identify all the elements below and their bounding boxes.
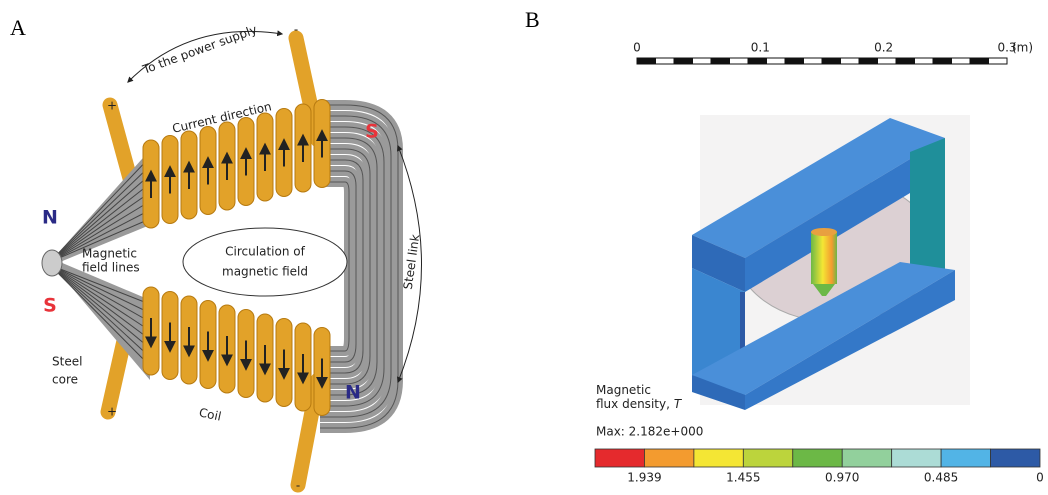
pole-label: N (42, 207, 58, 229)
scale-segment (896, 58, 915, 64)
circulation-label: magnetic field (222, 265, 308, 279)
colorbar-label: 1.455 (726, 471, 760, 485)
scale-tick: 0.2 (874, 41, 893, 55)
terminal-sign: - (296, 479, 300, 493)
scale-segment (952, 58, 971, 64)
colorbar-cell (644, 449, 693, 467)
legend-title: Magnetic (596, 383, 651, 397)
colorbar-cell (941, 449, 990, 467)
scale-tick: 0.1 (751, 41, 770, 55)
scale-segment (859, 58, 878, 64)
pillar-right (910, 138, 945, 285)
scale-segment (637, 58, 656, 64)
pole-label: N (345, 382, 361, 404)
link-label: Steel link (401, 233, 423, 290)
panel-label: A (10, 15, 26, 40)
core-tip (42, 250, 62, 276)
circulation-loop (183, 228, 347, 296)
scale-segment (841, 58, 860, 64)
legend-variable: T (674, 397, 683, 411)
figure: A-++-To the power supplyCurrent directio… (0, 0, 1048, 495)
pole-label: S (365, 121, 379, 143)
rotor (811, 232, 837, 284)
field-label: field lines (82, 261, 140, 275)
colorbar-cell (694, 449, 743, 467)
scale-segment (767, 58, 786, 64)
colorbar-cell (842, 449, 891, 467)
scale-segment (878, 58, 897, 64)
scale-segment (933, 58, 952, 64)
scale-segment (748, 58, 767, 64)
coil-label: Coil (198, 405, 223, 423)
colorbar-cell (991, 449, 1040, 467)
panel-label: B (525, 7, 540, 32)
scale-segment (970, 58, 989, 64)
colorbar-cell (892, 449, 941, 467)
rotor-top (811, 228, 837, 236)
legend-title-line: Magnetic (596, 383, 651, 397)
scale-segment (656, 58, 675, 64)
scale-segment (822, 58, 841, 64)
scale-segment (804, 58, 823, 64)
core-label: core (52, 373, 78, 387)
scale-segment (711, 58, 730, 64)
scale-segment (730, 58, 749, 64)
scale-segment (915, 58, 934, 64)
terminal-sign: + (107, 405, 117, 419)
core-label: Steel (52, 355, 82, 369)
colorbar-label: 0.485 (924, 471, 958, 485)
colorbar-cell (793, 449, 842, 467)
scale-segment (989, 58, 1008, 64)
circulation-label: Circulation of (225, 245, 305, 259)
power-label: To the power supply (140, 22, 259, 77)
legend-title-line: flux density, (596, 397, 670, 411)
pole-label: S (43, 295, 57, 317)
scale-unit: (m) (1012, 41, 1033, 55)
field-label: Magnetic (82, 247, 137, 261)
colorbar-cell (743, 449, 792, 467)
scale-tick: 0 (633, 41, 641, 55)
terminal-sign: + (107, 99, 117, 113)
terminal-sign: - (294, 23, 298, 37)
scale-segment (693, 58, 712, 64)
scale-segment (785, 58, 804, 64)
scale-segment (674, 58, 693, 64)
colorbar-label: 0 (1036, 471, 1044, 485)
colorbar-cell (595, 449, 644, 467)
legend-title: flux density, T (596, 397, 683, 411)
colorbar-label: 1.939 (627, 471, 661, 485)
legend-max: Max: 2.182e+000 (596, 425, 703, 439)
colorbar-label: 0.970 (825, 471, 859, 485)
